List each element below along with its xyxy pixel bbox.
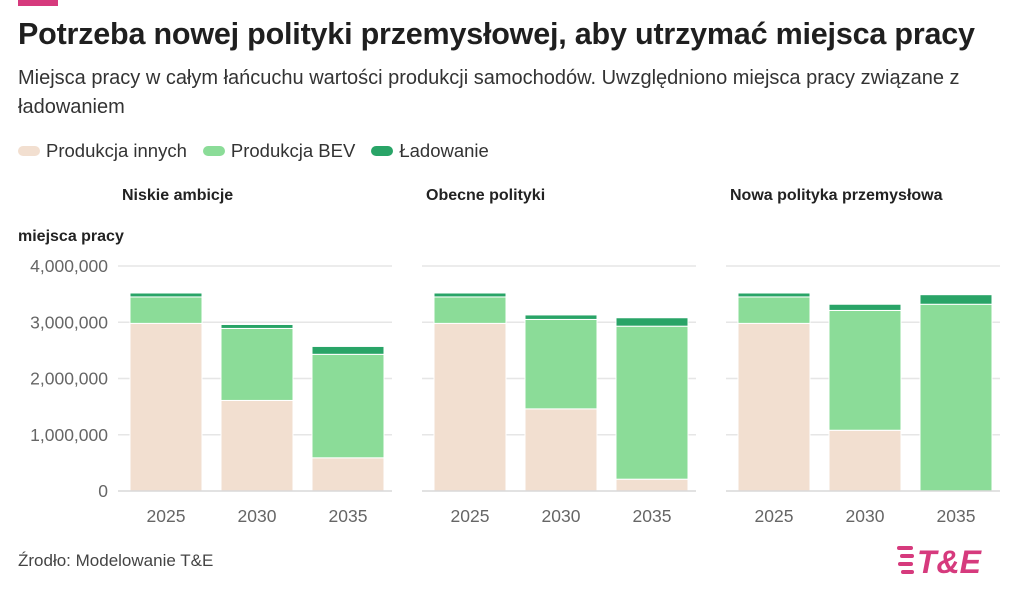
x-tick-label: 2025 bbox=[451, 506, 490, 526]
bar-segment-bev bbox=[524, 318, 598, 410]
x-tick-label: 2030 bbox=[846, 506, 885, 526]
bar-segment-other bbox=[615, 478, 689, 492]
panel-title-low-ambition: Niskie ambicje bbox=[122, 187, 234, 204]
chart-subtitle: Miejsca pracy w całym łańcuchu wartości … bbox=[18, 67, 960, 118]
bar-segment-bev bbox=[919, 303, 993, 492]
bar-segment-other bbox=[311, 457, 385, 492]
bar-segment-charging bbox=[828, 303, 902, 311]
legend: Produkcja innych Produkcja BEV Ładowanie bbox=[18, 140, 505, 162]
legend-swatch-bev bbox=[202, 146, 225, 156]
bar-segment-other bbox=[129, 322, 203, 492]
logo-text: T&E bbox=[917, 544, 983, 579]
source-note: Źrodło: Modelowanie T&E bbox=[18, 551, 214, 570]
x-tick-label: 2035 bbox=[329, 506, 368, 526]
bar-segment-other bbox=[524, 408, 598, 492]
legend-item-other: Produkcja innych bbox=[18, 140, 187, 162]
bar-segment-other bbox=[828, 429, 902, 492]
bar-segment-other bbox=[220, 399, 294, 492]
panel-title-new-industrial-policy: Nowa polityka przemysłowa bbox=[730, 187, 943, 204]
bar-segment-charging bbox=[129, 292, 203, 298]
bar-segment-charging bbox=[919, 294, 993, 305]
bar-segment-charging bbox=[433, 292, 507, 298]
bar-segment-other bbox=[433, 322, 507, 492]
logo-stripes-icon bbox=[897, 546, 914, 574]
accent-bar bbox=[18, 0, 58, 6]
y-tick-label: 1,000,000 bbox=[30, 425, 108, 445]
x-tick-label: 2025 bbox=[755, 506, 794, 526]
bar-segment-bev bbox=[220, 327, 294, 401]
bar-segment-other bbox=[737, 322, 811, 492]
legend-label-charging: Ładowanie bbox=[399, 140, 489, 161]
y-tick-label: 3,000,000 bbox=[30, 312, 108, 332]
bar-segment-bev bbox=[737, 296, 811, 324]
legend-label-bev: Produkcja BEV bbox=[230, 140, 356, 161]
te-logo: T&E bbox=[897, 544, 983, 579]
bar-segment-charging bbox=[524, 314, 598, 320]
bar-segment-bev bbox=[311, 353, 385, 459]
y-axis-label: miejsca pracy bbox=[18, 228, 124, 245]
legend-item-charging: Ładowanie bbox=[371, 140, 489, 162]
bar-segment-bev bbox=[129, 296, 203, 324]
legend-item-bev: Produkcja BEV bbox=[202, 140, 356, 162]
legend-label-other: Produkcja innych bbox=[46, 140, 187, 161]
bar-segment-charging bbox=[615, 317, 689, 327]
legend-swatch-charging bbox=[371, 146, 394, 156]
x-tick-label: 2035 bbox=[937, 506, 976, 526]
bar-segment-bev bbox=[828, 309, 902, 431]
bar-segment-bev bbox=[433, 296, 507, 324]
panel-title-current-policies: Obecne polityki bbox=[426, 187, 546, 204]
bar-segment-charging bbox=[220, 324, 294, 329]
bar-segment-charging bbox=[311, 345, 385, 355]
y-tick-label: 4,000,000 bbox=[30, 256, 108, 276]
x-tick-label: 2035 bbox=[633, 506, 672, 526]
x-tick-label: 2030 bbox=[542, 506, 581, 526]
x-tick-label: 2025 bbox=[147, 506, 186, 526]
legend-swatch-other bbox=[18, 146, 40, 156]
y-tick-label: 0 bbox=[98, 481, 108, 501]
x-tick-label: 2030 bbox=[238, 506, 277, 526]
chart-title: Potrzeba nowej polityki przemysłowej, ab… bbox=[18, 17, 975, 51]
y-tick-label: 2,000,000 bbox=[30, 369, 108, 389]
bar-segment-bev bbox=[615, 325, 689, 480]
bar-segment-charging bbox=[737, 292, 811, 298]
